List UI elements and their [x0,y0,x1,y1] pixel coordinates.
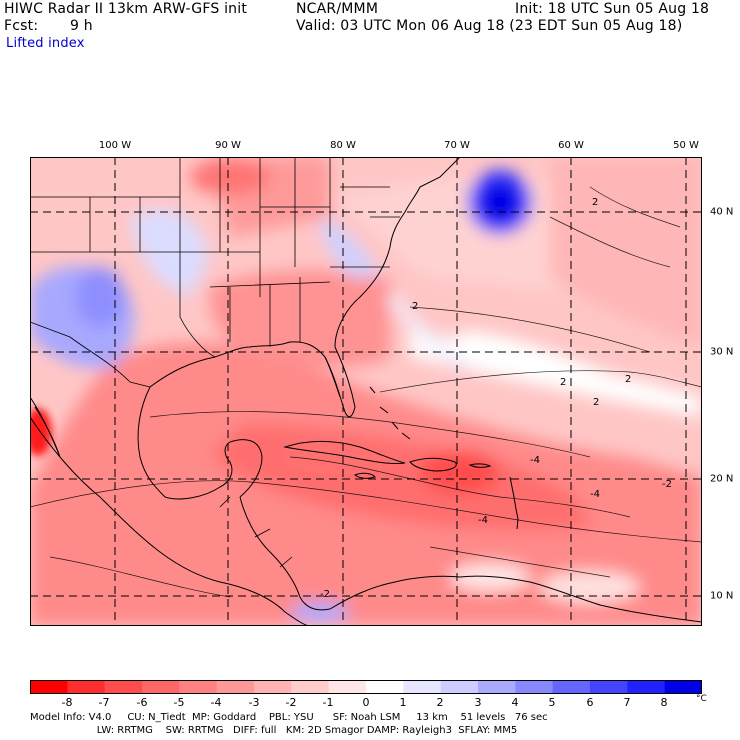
contour-label: -4 [590,489,600,500]
field-name: Lifted index [6,36,85,51]
legend-swatch [254,680,292,694]
legend-swatch [440,680,479,694]
organization-label: NCAR/MMM [296,1,379,17]
legend-label: -5 [173,696,185,709]
legend-label: 1 [399,696,407,709]
coastlines [30,157,702,626]
model-info-line2: LW: RRTMG SW: RRTMG DIFF: full KM: 2D Sm… [30,725,518,736]
legend-label: -4 [210,696,222,709]
forecast-hour: 9 h [70,18,93,34]
legend-label: -8 [61,696,73,709]
model-title: HIWC Radar II 13km ARW-GFS init [4,1,248,17]
longitude-label: 100 W [98,140,132,151]
legend-label: 0 [362,696,370,709]
legend-label: -2 [285,696,297,709]
legend-swatch [142,680,180,694]
lifted-index-map: 2 2 2 2 2 -4 -4 -4 -2 -2 [30,157,702,626]
legend-unit: °C [696,694,707,704]
legend-swatch [515,680,554,694]
model-info-line1: Model Info: V4.0 CU: N_Tiedt MP: Goddard… [30,712,548,723]
field-shading [30,157,702,626]
latitude-label: 10 N [710,590,734,602]
longitude-label: 60 W [558,140,584,151]
contour-label: 2 [625,374,631,385]
contour-label: 2 [412,301,418,312]
latitude-label: 30 N [710,346,734,358]
latitude-label: 20 N [710,473,734,485]
legend-swatch [104,680,143,694]
legend-swatch [478,680,516,694]
longitude-label: 70 W [444,140,470,151]
contour-label: 2 [560,377,566,388]
color-scale-bar [30,680,702,694]
legend-swatch [552,680,591,694]
legend-label: 8 [660,696,668,709]
longitude-label: 80 W [330,140,356,151]
legend-label: -7 [98,696,110,709]
contour-value-labels: 2 2 2 2 2 -4 -4 -4 -2 -2 [320,197,672,600]
init-time: Init: 18 UTC Sun 05 Aug 18 [515,1,710,17]
legend-swatch [291,680,330,694]
legend-swatch [664,680,702,694]
valid-time: Valid: 03 UTC Mon 06 Aug 18 (23 EDT Sun … [296,18,683,34]
longitude-label: 90 W [215,140,241,151]
legend-label: 3 [474,696,482,709]
contour-label: 2 [593,397,599,408]
map-frame [30,157,702,626]
contour-lines [30,186,702,598]
latitude-label: 40 N [710,206,734,218]
legend-swatch [366,680,404,694]
legend-label: -3 [248,696,260,709]
legend-label: 6 [586,696,594,709]
legend-label: 2 [436,696,444,709]
legend-label: -6 [136,696,148,709]
legend-swatch [403,680,442,694]
contour-label: -4 [478,515,488,526]
contour-label: -4 [530,455,540,466]
longitude-label: 50 W [673,140,699,151]
contour-label: -2 [662,479,672,490]
legend-swatch [216,680,255,694]
legend-swatch [30,680,68,694]
legend-swatch [627,680,666,694]
legend-swatch [67,680,106,694]
legend-swatch [328,680,367,694]
contour-label: 2 [592,197,598,208]
legend-label: 5 [548,696,556,709]
strong-instability-area [30,408,52,456]
legend-swatch [590,680,628,694]
forecast-label: Fcst: [4,18,39,34]
graticule [30,157,702,626]
legend-label: -1 [322,696,334,709]
legend-label: 4 [511,696,519,709]
contour-label: -2 [320,589,330,600]
legend-frame [30,680,702,694]
legend-swatch [179,680,218,694]
legend-label: 7 [623,696,631,709]
